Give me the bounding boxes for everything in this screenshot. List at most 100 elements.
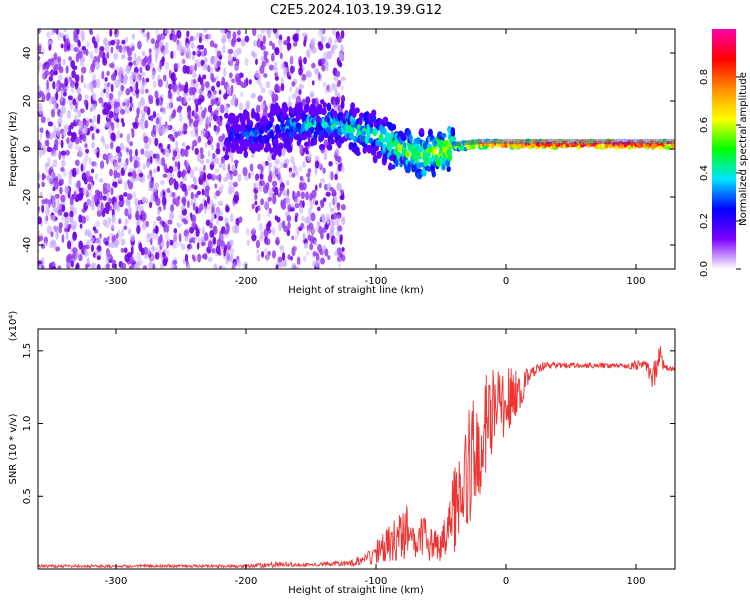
spectrogram-cell — [54, 226, 60, 233]
spectrogram-cell — [483, 138, 487, 144]
spectrogram-cell — [178, 112, 183, 122]
spectrogram-cell — [216, 80, 221, 88]
spectrogram-cell — [107, 254, 113, 264]
spectrogram-cell — [326, 232, 330, 241]
spectrogram-cell — [181, 218, 187, 223]
spectrogram-cell — [83, 83, 87, 89]
spectrogram-cell — [209, 56, 215, 65]
spectrogram-cell — [315, 200, 319, 206]
spectrogram-cell — [176, 222, 180, 228]
spectrogram-cell — [446, 165, 451, 173]
spectrogram-cell — [225, 31, 231, 39]
spectrogram-cell — [205, 219, 211, 227]
spectrogram-cell — [91, 120, 95, 127]
spectrogram-cell — [551, 140, 557, 145]
spectrogram-cell — [190, 78, 194, 87]
spectrogram-cell — [119, 142, 124, 151]
spectrogram-cell — [452, 141, 456, 147]
spectrogram-cell — [192, 202, 196, 211]
spectrogram-cell — [195, 131, 198, 138]
spectrogram-cell — [115, 118, 120, 123]
spectrogram-cell — [157, 78, 163, 88]
spectrogram-cell — [204, 81, 210, 89]
spectrogram-cell — [192, 237, 196, 243]
spectrogram-cell — [167, 124, 173, 131]
spectrogram-cell — [139, 118, 144, 128]
spectrogram-cell — [227, 163, 231, 173]
spectrogram-cell — [136, 224, 141, 235]
spectrogram-cell — [95, 173, 98, 181]
spectrogram-cell — [394, 158, 399, 168]
spectrogram-cell — [158, 100, 164, 108]
spectrogram-cell — [118, 232, 122, 241]
spectrogram-cell — [196, 153, 201, 163]
spectrogram-cell — [68, 124, 71, 134]
spectrogram-cell — [98, 178, 104, 183]
spectrogram-cell — [154, 48, 160, 56]
spectrogram-cell — [76, 87, 82, 94]
spectrogram-cell — [87, 183, 92, 191]
spectrogram-cell — [69, 101, 74, 111]
spectrogram-cell — [155, 233, 159, 241]
spectrogram-cell — [164, 61, 170, 71]
colorbar-tick-label: 0.0 — [699, 261, 710, 277]
spectrogram-cell — [295, 122, 302, 129]
spectrogram-cell — [96, 151, 100, 159]
spectrogram-cell — [298, 205, 304, 215]
spectrogram-cell — [108, 232, 114, 238]
spectrogram-cell — [285, 128, 290, 135]
spectrogram-cell — [663, 138, 667, 144]
spectrogram-cell — [673, 138, 675, 144]
spectrogram-cell — [168, 102, 174, 109]
spectrogram-cell — [135, 204, 139, 210]
spectrogram-cell — [107, 243, 111, 248]
spectrogram-cell — [481, 138, 485, 144]
spectrogram-cell — [181, 84, 185, 92]
spectrogram-cell — [232, 181, 239, 188]
spectrogram-cell — [340, 100, 345, 110]
spectrogram-cell — [47, 157, 51, 163]
spectrogram-cell — [328, 170, 332, 180]
spectrogram-cell — [280, 127, 286, 133]
spectrogram-cell — [258, 222, 263, 232]
spectrogram-cell — [274, 158, 280, 165]
spectrogram-cell — [133, 57, 139, 68]
spectrogram-cell — [214, 183, 218, 189]
spectrogram-cell — [229, 172, 234, 181]
spectrogram-cell — [265, 222, 271, 232]
spectrogram-cell — [339, 234, 343, 242]
spectrogram-cell — [626, 138, 630, 144]
spectrogram-cell — [242, 166, 248, 177]
spectrogram-cell — [236, 37, 242, 43]
spectrogram-cell — [148, 48, 152, 54]
spectrogram-cell — [53, 52, 58, 61]
spectrogram-cell — [257, 76, 261, 84]
spectrogram-cell — [64, 77, 69, 87]
spectrogram-cell — [152, 134, 156, 139]
spectrogram-cell — [181, 183, 187, 192]
spectrogram-cell — [118, 73, 122, 83]
spectrogram-cell — [199, 105, 203, 111]
spectrogram-cell — [84, 153, 89, 162]
spectrogram-cell — [204, 232, 209, 242]
spectrogram-cell — [189, 226, 195, 234]
spectrogram-cell — [70, 80, 75, 88]
spectrogram-cell — [49, 134, 53, 141]
spectrogram-cell — [207, 256, 213, 262]
spectrogram-cell — [203, 164, 206, 172]
spectrogram-cell — [332, 212, 338, 220]
spectrogram-cell — [247, 120, 254, 128]
spectrogram-cell — [182, 58, 186, 65]
spectrogram-cell — [255, 206, 259, 214]
spectrogram-cell — [569, 138, 573, 144]
spectrogram-cell — [95, 78, 101, 89]
spectrogram-cell — [203, 29, 208, 33]
spectrogram-cell — [114, 79, 120, 88]
spectrogram-cell — [294, 197, 299, 204]
spectrogram-cell — [102, 195, 107, 201]
spectrogram-cell — [144, 55, 148, 64]
spectrogram-cell — [234, 97, 239, 107]
spectrogram-cell — [192, 36, 197, 41]
spectrogram-cell — [220, 233, 225, 242]
